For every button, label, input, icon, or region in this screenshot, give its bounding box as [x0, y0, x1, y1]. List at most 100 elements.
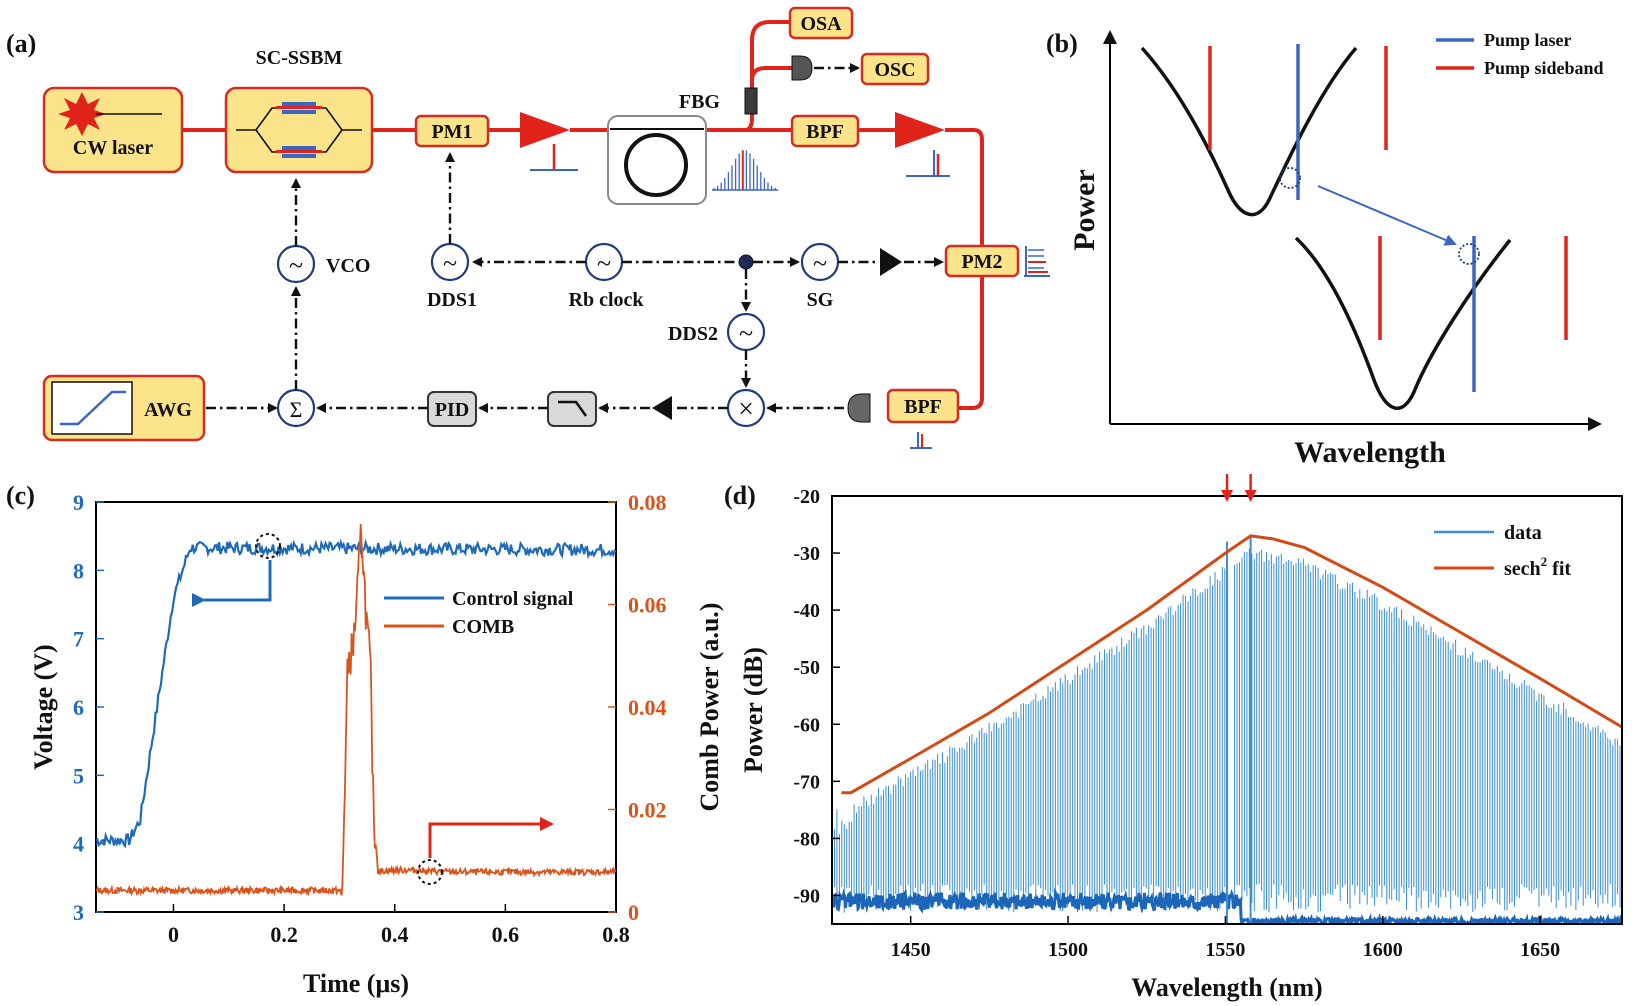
bpf-1-box: BPF	[790, 114, 860, 148]
comb-spectrum-inset	[712, 150, 778, 191]
d-legend: data sech2 fit	[1434, 522, 1571, 580]
microresonator	[607, 115, 707, 205]
c-plot-frame	[95, 501, 617, 913]
dds2-label: DDS2	[668, 323, 718, 345]
c-ytick-right-label: 0.04	[628, 695, 667, 720]
dds2-oscillator: ~ DDS2	[668, 312, 766, 352]
bpf-output-inset	[910, 432, 932, 449]
c-ylabel-left: Voltage (V)	[29, 644, 58, 769]
mixer: ×	[726, 388, 766, 428]
c-series-control-signal	[96, 538, 616, 849]
d-series-data-comb	[832, 548, 1621, 913]
awg-label: AWG	[144, 399, 192, 421]
pid-box: PID	[427, 391, 477, 427]
c-xtick-label: 0.8	[602, 922, 630, 947]
b-legend-sideband: Pump sideband	[1484, 58, 1604, 78]
d-ytick-label: -70	[793, 771, 820, 793]
b-xlabel: Wavelength	[1294, 436, 1446, 469]
c-annotation-circle-2	[417, 859, 443, 885]
c-ytick-left-label: 4	[73, 832, 84, 857]
c-ytick-right-label: 0.06	[628, 593, 667, 618]
panel-b-schematic: (b) Power Wavelength Pump laser Pump sid…	[1046, 29, 1604, 469]
d-xtick-label: 1450	[891, 939, 931, 961]
electrical-signal-paths	[206, 152, 944, 413]
bpf-2-box: BPF	[886, 388, 960, 424]
d-xtick-label: 1650	[1520, 939, 1560, 961]
c-annotation-circle-1	[255, 533, 281, 559]
b-ylabel: Power	[1068, 169, 1101, 251]
fiber-path	[182, 20, 984, 410]
c-ytick-left-label: 8	[73, 558, 84, 583]
fbg-icon	[744, 87, 758, 115]
c-xlabel: Time (μs)	[303, 969, 409, 998]
panel-a-setup: (a) CW laser SC-SSBM	[6, 6, 1050, 449]
b-tuning-arrow	[1317, 185, 1457, 246]
c-xtick-label: 0	[168, 922, 179, 947]
dds1-osc-symbol: ~	[443, 249, 457, 278]
c-ytick-right-label: 0.02	[628, 798, 667, 823]
d-xlabel: Wavelength (nm)	[1131, 973, 1322, 1002]
sc-ssbm-label: SC-SSBM	[256, 47, 343, 69]
resonance-curve-2	[1294, 236, 1512, 410]
bpf-2-label: BPF	[904, 396, 942, 418]
c-series-comb	[96, 524, 616, 897]
c-ytick-right-label: 0	[628, 900, 639, 925]
d-xtick-label: 1550	[1205, 939, 1245, 961]
pm2-sideband-inset	[1024, 246, 1050, 277]
osa-box: OSA	[788, 6, 854, 40]
b-marker-circle-2	[1458, 243, 1480, 265]
c-ytick-left-label: 5	[73, 763, 84, 788]
vco-osc-symbol: ~	[289, 251, 303, 280]
pm1-box: PM1	[414, 114, 490, 148]
c-xtick-label: 0.4	[381, 922, 409, 947]
c-legend: Control signal COMB	[384, 588, 574, 638]
sg-label: SG	[807, 289, 834, 311]
d-series-sech2-fit	[841, 534, 1622, 795]
c-xtick-label: 0.6	[492, 922, 520, 947]
d-legend-data: data	[1504, 522, 1542, 544]
dds1-label: DDS1	[427, 289, 477, 311]
d-xtick-label: 1600	[1363, 939, 1403, 961]
photodetector-1-icon	[791, 55, 813, 81]
summer-symbol: Σ	[290, 397, 303, 422]
b-legend: Pump laser Pump sideband	[1436, 30, 1604, 78]
awg-box: AWG	[42, 374, 206, 442]
d-xtick-label: 1500	[1048, 939, 1088, 961]
b-legend-pump: Pump laser	[1484, 30, 1572, 50]
c-xtick-label: 0.2	[270, 922, 298, 947]
summer: Σ	[276, 388, 316, 428]
sc-ssbm-box: SC-SSBM	[224, 47, 374, 174]
d-ytick-label: -50	[793, 657, 820, 679]
d-ytick-label: -60	[793, 714, 820, 736]
panel-d-chart: (d) 1450 1500 1550 1600 1650 -20 -30 -40 -50 -60 -…	[724, 474, 1623, 1002]
bpf-1-label: BPF	[806, 121, 844, 143]
lowpass-filter-box	[547, 391, 597, 427]
d-ytick-label: -20	[793, 486, 820, 508]
pm2-label: PM2	[961, 251, 1002, 273]
d-ylabel: Power (dB)	[739, 647, 768, 773]
resonance-curve-1	[1140, 46, 1358, 217]
vco-oscillator: ~ VCO	[276, 244, 370, 284]
amplifier-1-icon	[520, 112, 570, 148]
panel-d-label: (d)	[724, 481, 756, 510]
vco-label: VCO	[326, 255, 370, 277]
rb-clock-label: Rb clock	[569, 289, 645, 311]
rb-osc-symbol: ~	[597, 249, 611, 278]
d-ytick-label: -40	[793, 600, 820, 622]
cw-laser-box: CW laser	[42, 86, 184, 174]
rf-amplifier-1-icon	[880, 248, 902, 276]
dds1-oscillator: ~ DDS1	[427, 242, 477, 311]
c-ylabel-right: Comb Power (a.u.)	[695, 603, 724, 812]
amplifier-2-icon	[895, 112, 945, 148]
pid-label: PID	[435, 399, 469, 421]
pm1-label: PM1	[431, 121, 472, 143]
panel-c-chart: (c) 0 0.2 0.4 0.6 0.8 3 4 5 6 7 8 9 0 0.02 0.04 0.06 0.0…	[6, 481, 724, 998]
panel-b-label: (b)	[1046, 29, 1078, 58]
c-ytick-left-label: 6	[73, 695, 84, 720]
c-ytick-left-label: 3	[73, 900, 84, 925]
c-legend-control: Control signal	[452, 588, 574, 610]
sg-oscillator: ~ SG	[800, 242, 840, 311]
fbg-label: FBG	[679, 91, 721, 113]
panel-c-label: (c)	[6, 481, 35, 510]
rf-amplifier-2-icon	[652, 396, 672, 420]
